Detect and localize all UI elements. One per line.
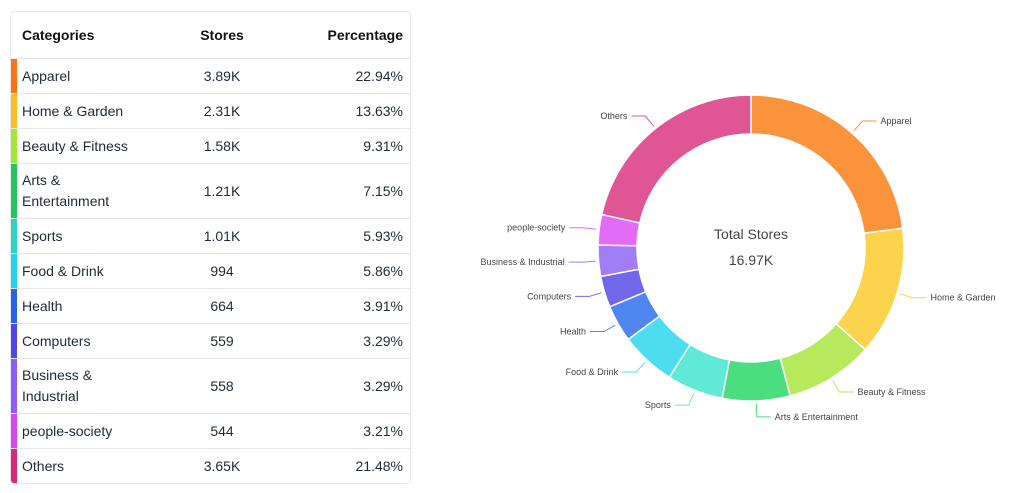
store-count: 1.58K	[203, 138, 241, 154]
label-leader-line	[569, 227, 597, 230]
slice-label: Sports	[645, 400, 672, 410]
slice-label: Health	[560, 327, 586, 337]
label-leader-line	[575, 292, 602, 297]
store-count: 544	[210, 423, 234, 439]
center-value: 16.97K	[729, 252, 774, 268]
category-name: Health	[22, 297, 63, 314]
percentage: 5.93%	[363, 228, 403, 244]
slice-label: Beauty & Fitness	[858, 387, 927, 397]
header-percentage: Percentage	[327, 27, 403, 43]
slice-label: Food & Drink	[566, 367, 619, 377]
category-color-bar	[11, 414, 17, 448]
slice-label: Others	[600, 111, 628, 121]
store-count: 3.89K	[203, 68, 241, 84]
category-name: Computers	[22, 332, 91, 349]
category-name: Business & Industrial	[22, 367, 93, 404]
category-color-bar	[11, 164, 17, 218]
table-row: Computers 559 3.29%	[11, 323, 410, 358]
label-leader-line	[674, 392, 695, 406]
category-name: Arts & Entertainment	[22, 172, 110, 209]
percentage: 7.15%	[363, 183, 403, 199]
label-leader-line	[590, 324, 616, 333]
table-row: Sports 1.01K 5.93%	[11, 218, 410, 253]
header-stores: Stores	[200, 27, 244, 43]
slice-label: Home & Garden	[931, 293, 996, 303]
table-row: people-society 544 3.21%	[11, 413, 410, 448]
category-name: Apparel	[22, 67, 71, 84]
table-row: Health 664 3.91%	[11, 288, 410, 323]
store-count: 1.21K	[203, 183, 241, 199]
table-row: Beauty & Fitness 1.58K 9.31%	[11, 128, 410, 163]
label-leader-line	[631, 115, 654, 127]
donut-slice[interactable]	[835, 227, 905, 351]
slice-label: people-society	[507, 223, 566, 233]
category-color-bar	[11, 219, 17, 253]
category-color-bar	[11, 449, 17, 483]
percentage: 3.29%	[363, 378, 403, 394]
donut-chart: Apparel Home & Garden Beauty & Fitness Arts…	[481, 94, 996, 422]
category-name: people-society	[22, 422, 113, 439]
table-row: Home & Garden 2.31K 13.63%	[11, 93, 410, 128]
category-color-bar	[11, 324, 17, 358]
category-color-bar	[11, 254, 17, 288]
label-leader-line	[622, 362, 646, 373]
percentage: 3.91%	[363, 298, 403, 314]
category-name: Others	[22, 457, 65, 474]
percentage: 3.21%	[363, 423, 403, 439]
category-name: Home & Garden	[22, 102, 124, 119]
donut-slice[interactable]	[721, 357, 792, 402]
store-count: 664	[210, 298, 234, 314]
percentage: 9.31%	[363, 138, 403, 154]
label-leader-line	[755, 403, 771, 418]
store-count: 994	[210, 263, 234, 279]
percentage: 5.86%	[363, 263, 403, 279]
slice-label: Apparel	[881, 116, 912, 126]
center-title: Total Stores	[714, 226, 788, 242]
percentage: 13.63%	[355, 103, 403, 119]
categories-table: Categories Stores Percentage Apparel 3.8…	[10, 11, 411, 484]
category-name: Food & Drink	[22, 262, 104, 279]
slice-label: Arts & Entertainment	[775, 412, 859, 422]
label-leader-line	[568, 260, 596, 263]
store-count: 1.01K	[203, 228, 241, 244]
category-name: Sports	[22, 227, 63, 244]
donut-slice[interactable]	[600, 94, 752, 224]
slice-label: Computers	[527, 291, 572, 301]
category-color-bar	[11, 129, 17, 163]
table-row: Food & Drink 994 5.86%	[11, 253, 410, 288]
category-name: Beauty & Fitness	[22, 137, 128, 154]
category-color-bar	[11, 94, 17, 128]
category-color-bar	[11, 359, 17, 413]
store-count: 558	[210, 378, 234, 394]
percentage: 21.48%	[355, 458, 403, 474]
table-row: Business & Industrial 558 3.29%	[11, 358, 410, 413]
header-categories: Categories	[22, 26, 95, 43]
store-count: 2.31K	[203, 103, 241, 119]
category-color-bar	[11, 59, 17, 93]
table-row: Apparel 3.89K 22.94%	[11, 58, 410, 93]
slice-label: Business & Industrial	[481, 257, 565, 267]
percentage: 3.29%	[363, 333, 403, 349]
store-count: 559	[210, 333, 234, 349]
table-row: Others 3.65K 21.48%	[11, 448, 410, 483]
store-count: 3.65K	[203, 458, 241, 474]
label-leader-line	[832, 380, 854, 393]
percentage: 22.94%	[355, 68, 403, 84]
label-leader-line	[853, 120, 877, 132]
table-header: Categories Stores Percentage	[11, 12, 410, 58]
label-leader-line	[899, 293, 927, 299]
category-color-bar	[11, 289, 17, 323]
table-row: Arts & Entertainment 1.21K 7.15%	[11, 163, 410, 218]
